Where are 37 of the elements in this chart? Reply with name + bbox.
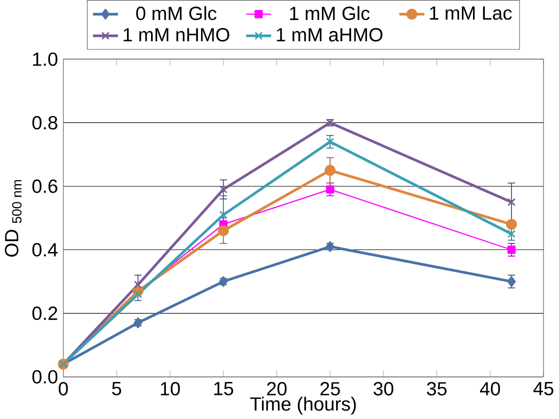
- legend-label: 0 mM Glc: [136, 6, 216, 20]
- y-tick-label: 1.0: [33, 52, 58, 66]
- point: [219, 185, 228, 194]
- legend-label: 1 mM Glc: [290, 6, 370, 20]
- x-tick-label: 30: [374, 382, 394, 396]
- point: [218, 225, 229, 236]
- legend-label: 1 mM aHMO: [276, 28, 382, 42]
- point: [134, 280, 142, 289]
- x-tick-label: 40: [480, 382, 500, 396]
- point: [507, 245, 516, 254]
- point: [324, 164, 336, 176]
- y-tick-label: 0.8: [32, 116, 58, 130]
- y-axis-title: OD $_{500 nm}$: [4, 180, 22, 256]
- legend-label: 1 mM Lac: [430, 6, 512, 20]
- point: [134, 317, 142, 328]
- point: [507, 230, 516, 238]
- y-tick-label: 0.2: [32, 306, 58, 320]
- x-tick-label: 35: [426, 382, 447, 396]
- point: [326, 138, 334, 146]
- x-tick-label: 15: [214, 382, 234, 396]
- x-axis-title: Time (hours): [250, 396, 356, 414]
- legend-label: 1 mM nHMO: [124, 28, 230, 42]
- point: [326, 240, 334, 252]
- point: [134, 290, 142, 298]
- point: [219, 276, 228, 287]
- point: [506, 218, 517, 230]
- x-tick-label: 5: [112, 382, 122, 396]
- y-tick-label: 0.6: [32, 179, 58, 193]
- x-tick-label: 20: [267, 382, 287, 396]
- x-tick-label: 10: [160, 382, 180, 396]
- x-tick-label: 45: [533, 382, 554, 396]
- x-tick-label: 0: [58, 382, 68, 396]
- y-tick-label: 0.0: [32, 370, 58, 384]
- x-tick-label: 25: [320, 382, 340, 396]
- point: [507, 198, 516, 206]
- point: [326, 185, 334, 194]
- y-tick-label: 0.4: [32, 242, 58, 256]
